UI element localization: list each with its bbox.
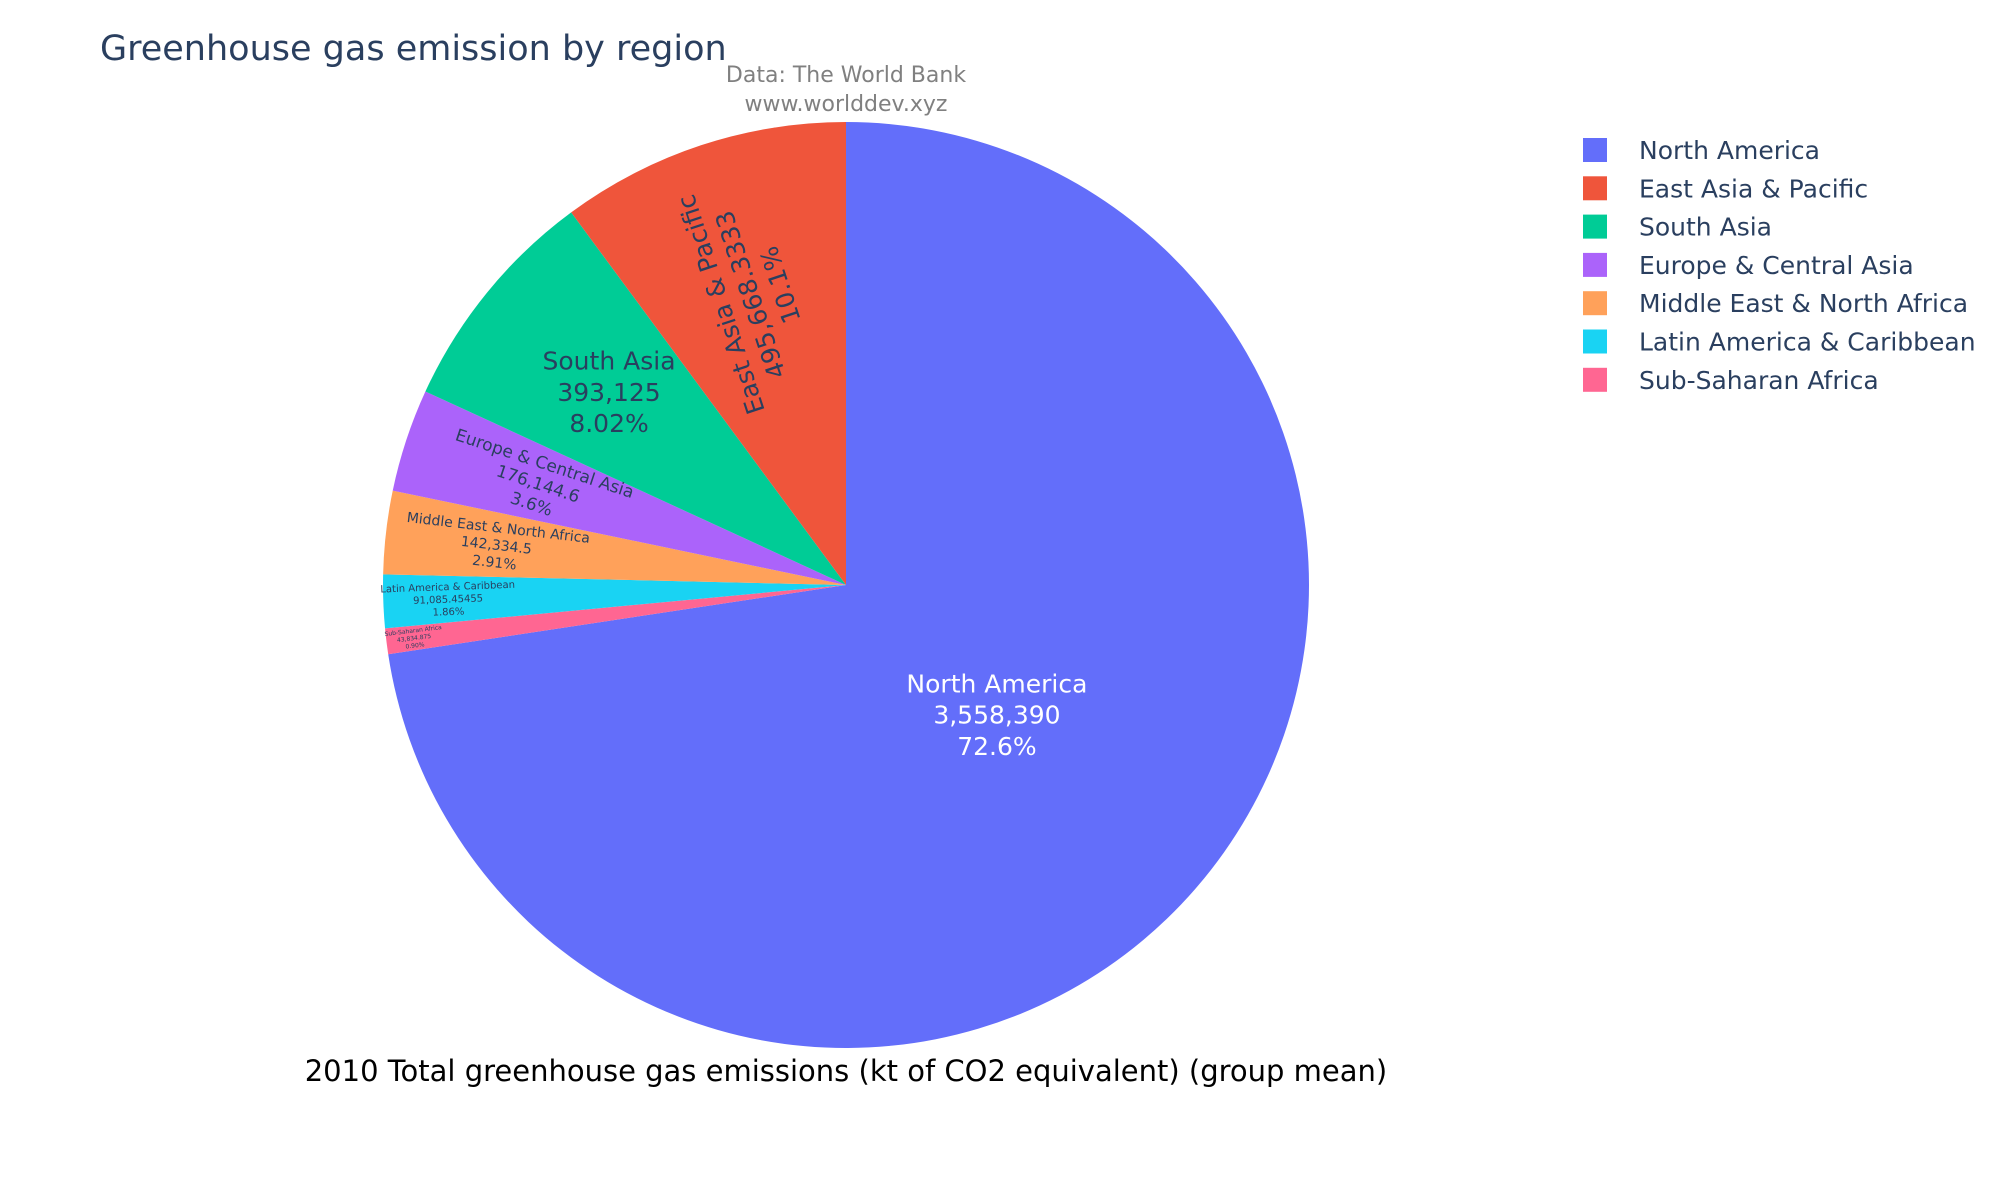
pie-slice-north-america (388, 122, 1309, 1048)
legend-swatch (1583, 176, 1607, 201)
legend-label: Middle East & North Africa (1639, 289, 1968, 318)
legend-swatch (1583, 367, 1607, 392)
legend-label: South Asia (1639, 213, 1772, 242)
legend-label: Latin America & Caribbean (1639, 328, 1976, 357)
legend-item-middle-east-and-north-africa[interactable]: Middle East & North Africa (1583, 289, 1968, 318)
slice-label-name: South Asia (543, 347, 676, 376)
legend-item-latin-america-and-caribbean[interactable]: Latin America & Caribbean (1583, 328, 1976, 357)
pie-slice-south-asia (425, 212, 846, 586)
legend-item-south-asia[interactable]: South Asia (1583, 213, 1772, 242)
legend-item-sub-saharan-africa[interactable]: Sub-Saharan Africa (1583, 366, 1879, 395)
pie-slice-east-asia-and-pacific (571, 122, 846, 585)
legend-item-north-america[interactable]: North America (1583, 136, 1820, 165)
pie-slice-sub-saharan-africa (385, 585, 846, 655)
slice-label-value: 43,834.875 (397, 633, 432, 644)
pie-slice-europe-and-central-asia (392, 391, 846, 585)
pie-slices (382, 122, 1309, 1048)
slice-label-percent: 2.91% (471, 553, 517, 574)
chart-source-line-1: Data: The World Bank (726, 63, 966, 88)
legend-label: East Asia & Pacific (1639, 174, 1868, 203)
chart-legend: North America East Asia & Pacific South As… (1583, 136, 1976, 395)
slice-label-value: 3,558,390 (933, 701, 1060, 730)
slice-label-percent: 8.02% (569, 409, 648, 438)
chart-title: Greenhouse gas emission by region (100, 29, 727, 69)
legend-item-east-asia-and-pacific[interactable]: East Asia & Pacific (1583, 174, 1868, 203)
pie-slice-latin-america-and-caribbean (382, 574, 846, 629)
legend-swatch (1583, 138, 1607, 162)
legend-item-europe-and-central-asia[interactable]: Europe & Central Asia (1583, 251, 1914, 280)
legend-label: North America (1639, 136, 1820, 165)
chart-source-line-2: www.worlddev.xyz (745, 92, 948, 117)
slice-label-value: 91,085.45455 (413, 593, 483, 606)
legend-swatch (1583, 214, 1607, 239)
legend-label: Europe & Central Asia (1639, 251, 1914, 280)
slice-label-value: 393,125 (557, 378, 660, 407)
slice-label-name: Latin America & Caribbean (380, 580, 515, 596)
legend-label: Sub-Saharan Africa (1639, 366, 1879, 395)
pie-slice-middle-east-and-north-africa (383, 490, 846, 585)
slice-label-percent: 72.6% (957, 732, 1036, 761)
slice-label-percent: 0.90% (405, 641, 425, 650)
slice-label-name: North America (906, 669, 1087, 698)
legend-swatch (1583, 252, 1607, 277)
legend-swatch (1583, 329, 1607, 354)
slice-label-percent: 1.86% (432, 607, 464, 619)
legend-swatch (1583, 291, 1607, 316)
chart-footer-label: 2010 Total greenhouse gas emissions (kt … (305, 1054, 1388, 1088)
pie-label-latin-america-and-caribbean: Latin America & Caribbean91,085.454551.8… (380, 580, 515, 619)
